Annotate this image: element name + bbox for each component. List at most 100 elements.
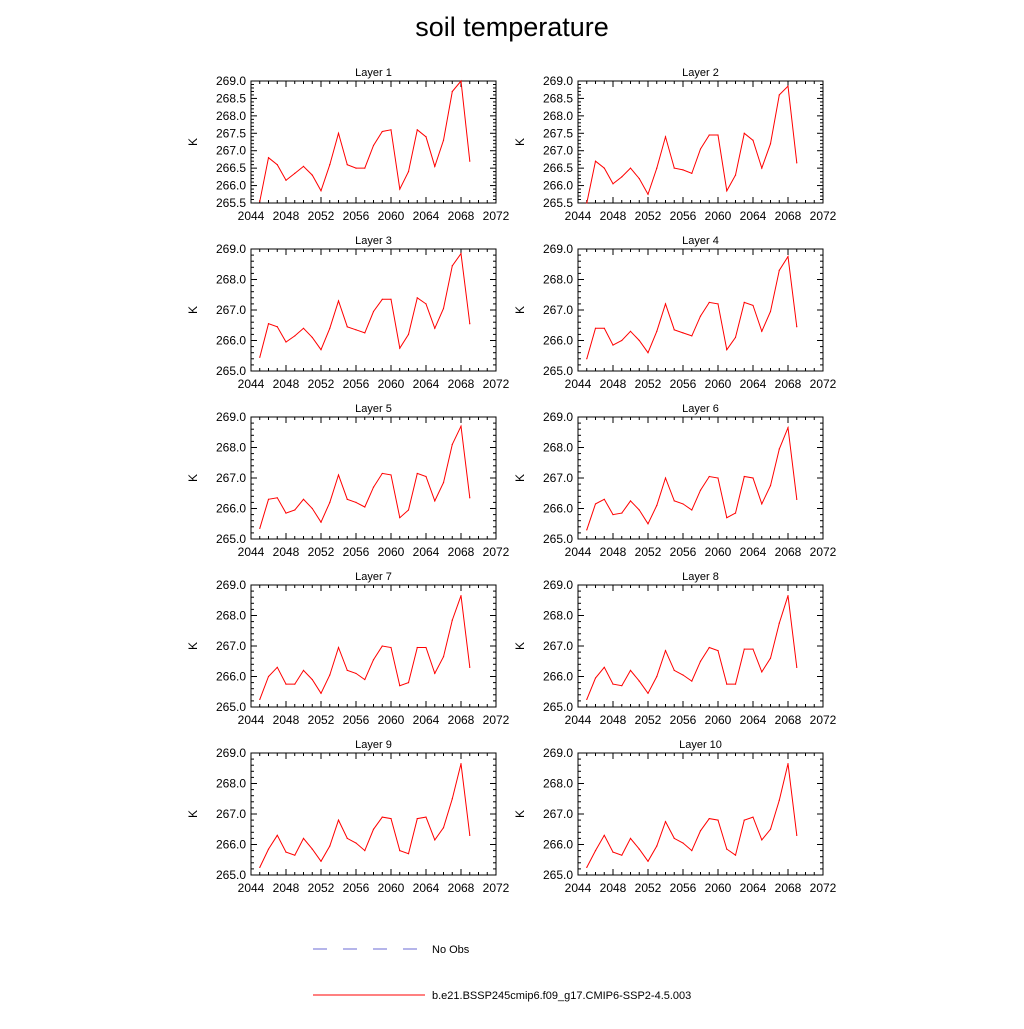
data-point xyxy=(460,80,462,82)
data-point xyxy=(364,332,366,334)
data-point xyxy=(469,497,471,499)
data-point xyxy=(276,164,278,166)
data-point xyxy=(787,427,789,429)
y-tick-label: 266.0 xyxy=(543,838,573,852)
x-tick-label: 2052 xyxy=(635,713,662,727)
data-point xyxy=(612,683,614,685)
data-point xyxy=(778,799,780,801)
panel-title: Layer 7 xyxy=(355,571,392,583)
x-tick-label: 2068 xyxy=(775,377,802,391)
y-tick-label: 267.5 xyxy=(216,126,246,140)
data-point xyxy=(594,503,597,505)
data-point xyxy=(451,619,453,621)
panel-title: Layer 8 xyxy=(682,571,719,583)
data-point xyxy=(346,326,348,328)
x-tick-label: 2064 xyxy=(740,881,767,895)
y-tick-label: 266.5 xyxy=(216,161,246,175)
y-tick-label: 268.0 xyxy=(543,777,573,791)
x-tick-label: 2064 xyxy=(740,713,767,727)
series-line xyxy=(259,79,471,202)
data-point xyxy=(778,448,780,450)
x-tick-label: 2060 xyxy=(705,545,732,559)
y-tick-label: 269.0 xyxy=(216,410,246,424)
data-point xyxy=(285,851,287,853)
data-point xyxy=(629,167,632,169)
data-point xyxy=(594,850,597,852)
data-point xyxy=(743,475,745,478)
data-point xyxy=(621,854,623,856)
data-point xyxy=(708,301,710,303)
x-tick-label: 2068 xyxy=(448,545,475,559)
data-point xyxy=(320,521,322,523)
data-point xyxy=(691,680,693,682)
data-point xyxy=(442,139,445,141)
panel-layer-10: Layer 10 K 2044 2048 2052 2056 2060 2064 2068 207… xyxy=(513,739,837,895)
y-tick-label: 267.0 xyxy=(216,807,246,821)
y-tick-label: 266.0 xyxy=(543,179,573,193)
y-tick-label: 266.0 xyxy=(216,334,246,348)
data-point xyxy=(285,341,287,343)
data-point xyxy=(425,303,427,305)
data-point xyxy=(285,683,287,685)
data-point xyxy=(752,304,754,307)
y-tick-label: 267.0 xyxy=(543,639,573,653)
y-tick-label: 268.0 xyxy=(216,273,246,287)
x-tick-label: 2068 xyxy=(775,713,802,727)
x-tick-label: 2060 xyxy=(378,713,405,727)
plot-frame xyxy=(577,80,824,204)
data-point xyxy=(726,517,728,519)
x-tick-label: 2064 xyxy=(413,209,440,223)
y-tick-label: 268.5 xyxy=(543,91,573,105)
data-point xyxy=(621,512,623,514)
data-point xyxy=(381,130,383,133)
data-point xyxy=(769,657,772,659)
panel-layer-5: Layer 5 K 2044 2048 2052 2056 2060 2064 2068 2072… xyxy=(186,403,510,559)
data-point xyxy=(761,503,763,505)
data-point xyxy=(434,327,436,329)
y-tick-label: 265.0 xyxy=(216,532,246,546)
data-point xyxy=(451,443,453,446)
data-point xyxy=(442,827,445,829)
data-point xyxy=(364,850,366,852)
data-point xyxy=(329,845,331,847)
data-point xyxy=(734,512,737,514)
y-tick-label: 266.0 xyxy=(216,838,246,852)
data-point xyxy=(337,819,340,821)
data-point xyxy=(699,660,702,662)
data-point xyxy=(647,692,649,694)
x-tick-label: 2044 xyxy=(238,881,265,895)
x-tick-label: 2072 xyxy=(483,377,510,391)
y-tick-label: 268.0 xyxy=(216,609,246,623)
data-point xyxy=(752,139,754,141)
data-point xyxy=(691,850,693,852)
data-point xyxy=(761,839,763,841)
data-point xyxy=(778,269,780,271)
data-point xyxy=(320,860,322,862)
x-tick-label: 2064 xyxy=(740,377,767,391)
data-point xyxy=(442,481,445,484)
y-tick-label: 266.5 xyxy=(543,161,573,175)
x-tick-label: 2052 xyxy=(308,713,335,727)
x-tick-label: 2056 xyxy=(670,377,697,391)
data-point xyxy=(699,830,702,832)
data-point xyxy=(594,160,597,162)
data-point xyxy=(399,347,401,349)
data-point xyxy=(267,157,270,159)
data-point xyxy=(796,326,798,328)
data-point xyxy=(329,164,331,166)
data-point xyxy=(629,669,632,672)
panel-layer-9: Layer 9 K 2044 2048 2052 2056 2060 2064 2068 2072… xyxy=(186,739,510,895)
y-tick-label: 269.0 xyxy=(216,746,246,760)
data-point xyxy=(434,165,436,167)
data-point xyxy=(416,646,418,649)
data-point xyxy=(294,683,296,685)
data-point xyxy=(337,646,340,649)
panel-title: Layer 10 xyxy=(679,739,722,751)
data-point xyxy=(451,90,453,93)
x-tick-label: 2068 xyxy=(448,881,475,895)
data-point xyxy=(311,507,313,510)
data-point xyxy=(586,358,588,360)
data-point xyxy=(329,327,331,329)
